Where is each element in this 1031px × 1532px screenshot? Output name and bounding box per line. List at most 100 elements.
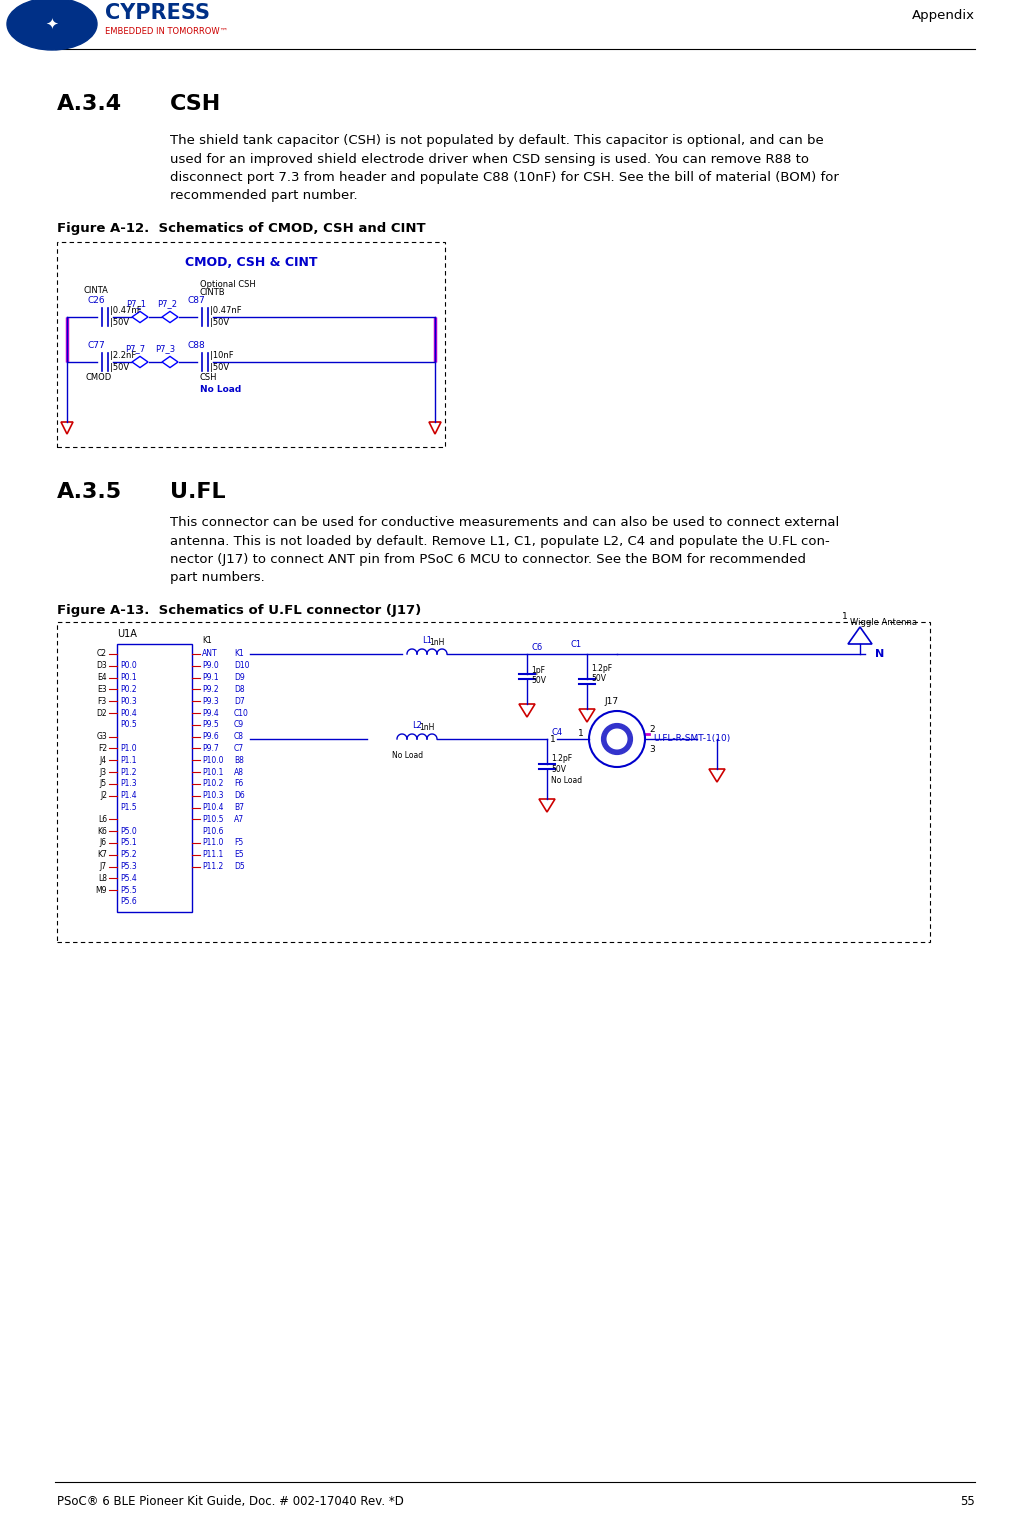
Text: P0.3: P0.3 bbox=[120, 697, 137, 706]
Text: M9: M9 bbox=[96, 885, 107, 895]
Text: P1.1: P1.1 bbox=[120, 755, 136, 764]
Text: B8: B8 bbox=[234, 755, 244, 764]
Text: J5: J5 bbox=[100, 780, 107, 789]
Text: Figure A-12.  Schematics of CMOD, CSH and CINT: Figure A-12. Schematics of CMOD, CSH and… bbox=[57, 222, 426, 234]
Text: D7: D7 bbox=[234, 697, 244, 706]
Text: CSH: CSH bbox=[200, 372, 218, 381]
Text: C9: C9 bbox=[234, 720, 244, 729]
Text: disconnect port 7.3 from header and populate C88 (10nF) for CSH. See the bill of: disconnect port 7.3 from header and popu… bbox=[170, 172, 839, 184]
Text: recommended part number.: recommended part number. bbox=[170, 190, 358, 202]
Text: L1: L1 bbox=[422, 636, 432, 645]
Text: used for an improved shield electrode driver when CSD sensing is used. You can r: used for an improved shield electrode dr… bbox=[170, 153, 809, 165]
Text: |0.47nF: |0.47nF bbox=[110, 306, 141, 316]
Text: 2: 2 bbox=[648, 725, 655, 734]
Text: Optional CSH: Optional CSH bbox=[200, 280, 256, 290]
Text: K1: K1 bbox=[202, 636, 211, 645]
Text: P0.2: P0.2 bbox=[120, 685, 137, 694]
Text: PSoC® 6 BLE Pioneer Kit Guide, Doc. # 002-17040 Rev. *D: PSoC® 6 BLE Pioneer Kit Guide, Doc. # 00… bbox=[57, 1495, 404, 1507]
Text: P1.0: P1.0 bbox=[120, 745, 137, 752]
Text: ANT: ANT bbox=[202, 650, 218, 659]
Text: CSH: CSH bbox=[170, 93, 222, 113]
Bar bbox=[117, 643, 192, 912]
Text: 1: 1 bbox=[578, 729, 584, 738]
Text: CMOD: CMOD bbox=[85, 372, 111, 381]
Text: Appendix: Appendix bbox=[912, 9, 975, 21]
Text: 55: 55 bbox=[960, 1495, 975, 1507]
Text: 1: 1 bbox=[550, 734, 556, 743]
Text: P1.4: P1.4 bbox=[120, 791, 137, 800]
Text: P1.5: P1.5 bbox=[120, 803, 137, 812]
Text: CMOD, CSH & CINT: CMOD, CSH & CINT bbox=[185, 256, 318, 270]
Text: EMBEDDED IN TOMORROW™: EMBEDDED IN TOMORROW™ bbox=[105, 28, 228, 37]
Text: CINTA: CINTA bbox=[84, 286, 108, 296]
Text: 1.2pF: 1.2pF bbox=[591, 663, 612, 673]
Text: D3: D3 bbox=[96, 662, 107, 671]
Text: antenna. This is not loaded by default. Remove L1, C1, populate L2, C4 and popul: antenna. This is not loaded by default. … bbox=[170, 535, 830, 547]
Ellipse shape bbox=[7, 0, 97, 51]
Text: This connector can be used for conductive measurements and can also be used to c: This connector can be used for conductiv… bbox=[170, 516, 839, 529]
Text: F2: F2 bbox=[98, 745, 107, 752]
Text: G3: G3 bbox=[96, 732, 107, 741]
Text: P10.3: P10.3 bbox=[202, 791, 224, 800]
Text: 3: 3 bbox=[648, 745, 655, 754]
Text: P5.6: P5.6 bbox=[120, 898, 137, 907]
Text: D10: D10 bbox=[234, 662, 250, 671]
Text: CYPRESS: CYPRESS bbox=[105, 3, 210, 23]
Text: The shield tank capacitor (CSH) is not populated by default. This capacitor is o: The shield tank capacitor (CSH) is not p… bbox=[170, 133, 824, 147]
Text: C88: C88 bbox=[187, 342, 205, 349]
Text: P9.2: P9.2 bbox=[202, 685, 219, 694]
Text: E4: E4 bbox=[97, 673, 107, 682]
Text: J3: J3 bbox=[100, 768, 107, 777]
Text: D2: D2 bbox=[96, 708, 107, 717]
Text: C4: C4 bbox=[551, 728, 562, 737]
Text: P11.2: P11.2 bbox=[202, 863, 224, 872]
Text: D6: D6 bbox=[234, 791, 244, 800]
Text: P10.4: P10.4 bbox=[202, 803, 224, 812]
Text: C2: C2 bbox=[97, 650, 107, 659]
Text: P11.1: P11.1 bbox=[202, 850, 224, 859]
Text: A7: A7 bbox=[234, 815, 244, 824]
Text: P1.2: P1.2 bbox=[120, 768, 136, 777]
Text: P10.6: P10.6 bbox=[202, 827, 224, 835]
Text: D5: D5 bbox=[234, 863, 244, 872]
Text: J2: J2 bbox=[100, 791, 107, 800]
Text: 1pF: 1pF bbox=[531, 666, 545, 676]
Text: P5.3: P5.3 bbox=[120, 863, 137, 872]
Text: 1.2pF: 1.2pF bbox=[551, 754, 572, 763]
Text: A8: A8 bbox=[234, 768, 244, 777]
Text: J7: J7 bbox=[100, 863, 107, 872]
Text: 50V: 50V bbox=[591, 674, 606, 683]
Text: P5.2: P5.2 bbox=[120, 850, 137, 859]
Text: C87: C87 bbox=[187, 296, 205, 305]
Text: P7_1: P7_1 bbox=[126, 299, 146, 308]
Text: J6: J6 bbox=[100, 838, 107, 847]
Text: J17: J17 bbox=[605, 697, 619, 706]
Text: A.3.5: A.3.5 bbox=[57, 483, 122, 502]
Text: |0.47nF: |0.47nF bbox=[210, 306, 241, 316]
Text: nector (J17) to connect ANT pin from PSoC 6 MCU to connector. See the BOM for re: nector (J17) to connect ANT pin from PSo… bbox=[170, 553, 806, 565]
Bar bbox=[57, 242, 445, 447]
Text: K6: K6 bbox=[97, 827, 107, 835]
Text: No Load: No Load bbox=[200, 385, 241, 394]
Text: P9.4: P9.4 bbox=[202, 708, 219, 717]
Text: P7_7: P7_7 bbox=[125, 345, 145, 352]
Text: A.3.4: A.3.4 bbox=[57, 93, 122, 113]
Text: P10.5: P10.5 bbox=[202, 815, 224, 824]
Text: F5: F5 bbox=[234, 838, 243, 847]
Text: D8: D8 bbox=[234, 685, 244, 694]
Text: D9: D9 bbox=[234, 673, 244, 682]
Text: P0.0: P0.0 bbox=[120, 662, 137, 671]
Text: U1A: U1A bbox=[117, 630, 137, 639]
Text: C1: C1 bbox=[571, 640, 583, 650]
Text: |10nF: |10nF bbox=[210, 351, 234, 360]
Text: P9.3: P9.3 bbox=[202, 697, 219, 706]
Text: 50V: 50V bbox=[531, 676, 546, 685]
Text: |50V: |50V bbox=[210, 319, 229, 326]
Text: 1nH: 1nH bbox=[419, 723, 434, 732]
Text: C26: C26 bbox=[87, 296, 104, 305]
Text: 1nH: 1nH bbox=[429, 637, 444, 647]
Text: C77: C77 bbox=[87, 342, 105, 349]
Text: P0.5: P0.5 bbox=[120, 720, 137, 729]
Text: P7_2: P7_2 bbox=[157, 299, 177, 308]
Text: F6: F6 bbox=[234, 780, 243, 789]
